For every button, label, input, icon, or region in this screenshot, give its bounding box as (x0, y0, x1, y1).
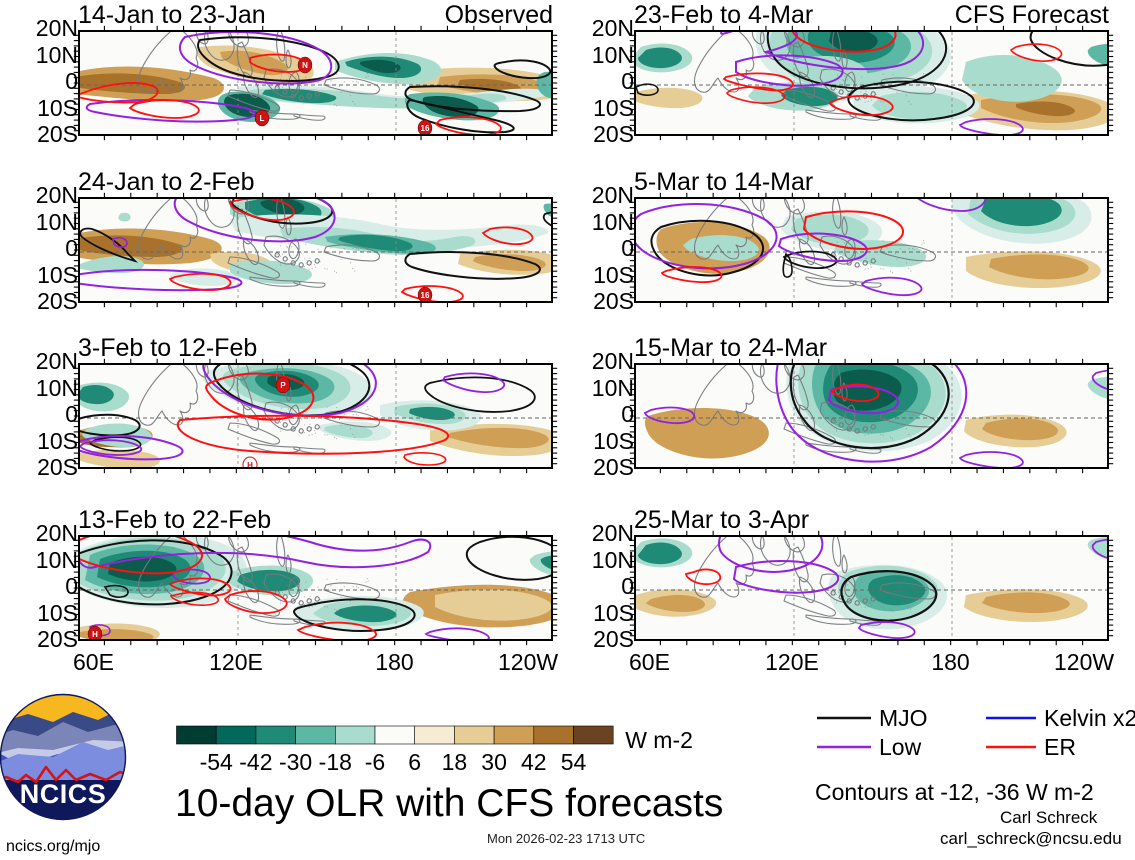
svg-text:NCICS: NCICS (20, 779, 107, 809)
